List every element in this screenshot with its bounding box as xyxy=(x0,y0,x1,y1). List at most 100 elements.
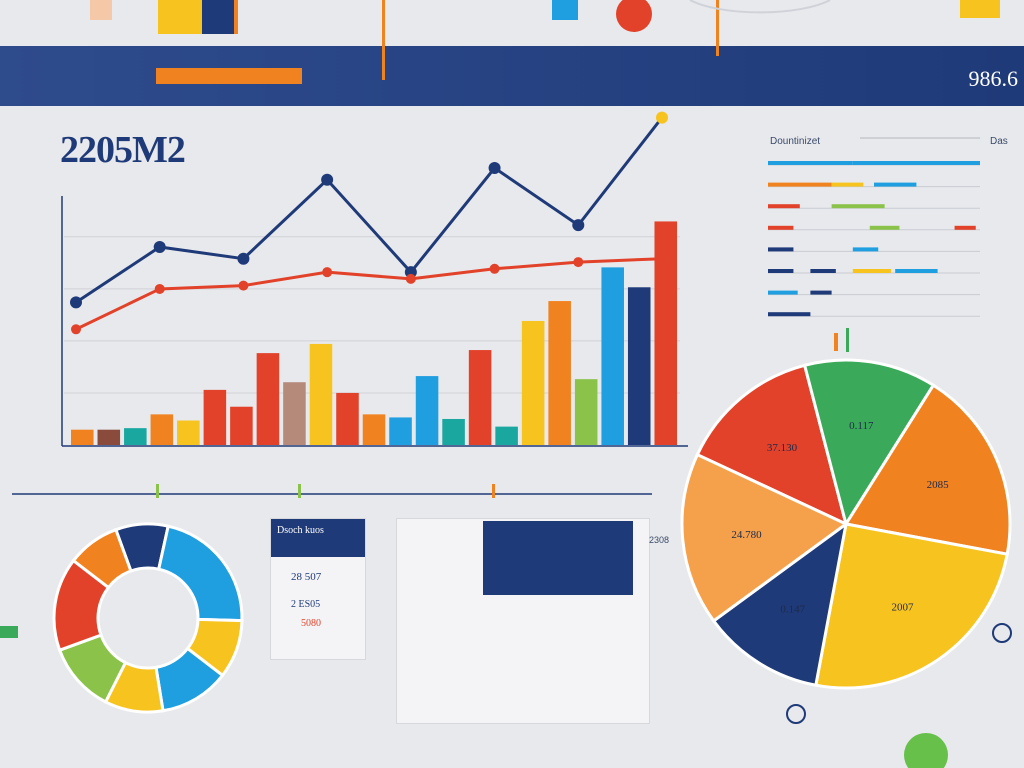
series-point xyxy=(405,273,416,284)
top-swatch xyxy=(158,0,202,34)
gantt-segment xyxy=(874,182,917,187)
series-line xyxy=(75,116,664,304)
timeline-tick xyxy=(298,484,301,498)
series-point xyxy=(322,267,333,278)
top-marker xyxy=(382,0,385,80)
left-swatch xyxy=(0,626,18,638)
bar xyxy=(336,392,359,445)
gantt-segment xyxy=(768,161,853,165)
gantt-segment xyxy=(810,269,836,273)
gantt-segment xyxy=(954,225,976,230)
mini-table-card: Dsoch kuos 28 507 2 ES05 5080 xyxy=(270,518,366,660)
pie-slice xyxy=(802,358,936,528)
series-point xyxy=(321,173,334,186)
gantt-segment xyxy=(768,225,794,230)
bar xyxy=(97,429,121,445)
series-point xyxy=(71,324,81,335)
pie-slice-label: 2007 xyxy=(891,602,914,614)
series-point xyxy=(572,219,585,232)
bar xyxy=(150,414,174,445)
pie-callout-circle xyxy=(786,704,806,724)
top-swatch xyxy=(234,0,238,34)
mini-table-value-1: 28 507 xyxy=(291,571,322,583)
bar xyxy=(124,428,147,445)
gantt-segment xyxy=(768,269,794,273)
timeline-tick xyxy=(492,484,495,498)
gantt-segment xyxy=(852,247,879,252)
pie-slice xyxy=(695,363,849,527)
header-bar-accent xyxy=(156,68,302,84)
bar xyxy=(283,382,306,445)
top-dot xyxy=(616,0,652,32)
gantt-segment xyxy=(831,204,885,209)
bar xyxy=(362,414,386,445)
bar xyxy=(230,406,253,445)
top-swatch xyxy=(202,0,234,34)
bar xyxy=(548,301,571,445)
bar xyxy=(521,320,545,445)
pie-slice xyxy=(680,452,849,623)
gantt-segment xyxy=(852,269,891,273)
series-point xyxy=(489,263,500,274)
timeline-tick xyxy=(156,484,159,498)
gantt-segment xyxy=(852,161,980,165)
series-point xyxy=(656,111,668,124)
top-swatch xyxy=(90,0,112,20)
series-point xyxy=(488,162,501,174)
pie-slice xyxy=(814,522,1009,690)
pie-marker xyxy=(834,333,838,351)
pie-slice-label: 2085 xyxy=(927,479,950,491)
series-point xyxy=(657,253,667,264)
pie-chart: 37.130 0.117 2085 2007 0.147 24.780 xyxy=(680,358,1012,690)
bar xyxy=(574,379,598,445)
top-arc xyxy=(689,0,831,14)
pie-slice xyxy=(843,383,1012,556)
gantt-list: Dountinizet Das xyxy=(768,136,1008,317)
bottom-dot xyxy=(904,733,948,768)
bar xyxy=(256,353,280,445)
gantt-segment xyxy=(869,225,900,230)
page-title: 2205M2 xyxy=(60,129,186,171)
bar xyxy=(389,417,412,445)
mini-table-value-2: 2 ES05 xyxy=(291,599,321,610)
gantt-segment xyxy=(768,290,798,295)
stacked-bars-card: 2308 xyxy=(396,518,669,724)
bar xyxy=(203,389,227,445)
header-number: 986.6 xyxy=(968,66,1019,91)
bar xyxy=(71,429,94,445)
top-swatch xyxy=(960,0,1000,18)
pie-slice-label: 24.780 xyxy=(731,529,762,541)
main-chart xyxy=(12,111,688,498)
series-point xyxy=(154,283,165,294)
bar xyxy=(468,350,492,445)
top-marker xyxy=(716,0,719,56)
mini-table-title: Dsoch kuos xyxy=(271,519,365,557)
gantt-segment xyxy=(895,269,938,273)
series-point xyxy=(237,252,250,265)
pie-marker xyxy=(846,328,849,352)
gantt-title-right: Das xyxy=(990,136,1008,147)
gantt-title: Dountinizet xyxy=(770,136,820,147)
pie-slice xyxy=(71,527,133,590)
top-swatch xyxy=(552,0,578,20)
top-strip xyxy=(90,0,1000,84)
gantt-segment xyxy=(768,182,832,187)
pie-slice xyxy=(156,524,244,623)
bar xyxy=(627,287,651,445)
gantt-segment xyxy=(768,247,794,252)
pie-callout-circle xyxy=(992,623,1012,643)
series-line xyxy=(75,257,663,331)
pie-slice-label: 0.147 xyxy=(780,604,805,616)
series-point xyxy=(153,240,166,253)
bar xyxy=(177,420,200,445)
gantt-segment xyxy=(810,290,832,295)
bar xyxy=(442,418,465,445)
gantt-segment xyxy=(768,204,800,209)
bar xyxy=(415,376,439,445)
center-box-value: 2308 xyxy=(648,535,669,545)
gantt-segment xyxy=(831,182,864,187)
pie-slice-label: 0.117 xyxy=(849,420,874,432)
bar xyxy=(601,267,624,445)
donut-chart xyxy=(52,522,244,714)
